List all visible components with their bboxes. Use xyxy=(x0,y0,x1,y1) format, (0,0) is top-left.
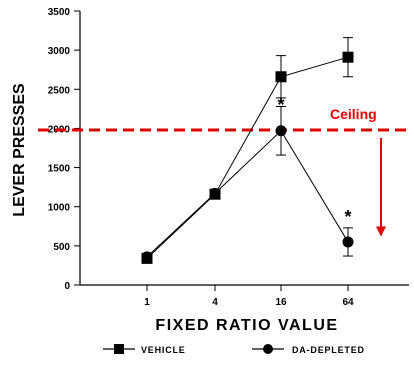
legend-label: VEHICLE xyxy=(141,345,186,355)
y-tick-label: 3500 xyxy=(48,7,71,18)
series-da-depleted xyxy=(141,106,354,263)
x-ticks: 1 4 16 64 xyxy=(144,285,354,308)
annotations: ** xyxy=(277,95,351,227)
series-vehicle xyxy=(141,37,354,264)
x-tick-label: 1 xyxy=(144,297,150,308)
y-tick-label: 1000 xyxy=(48,203,71,214)
x-axis-label: FIXED RATIO VALUE xyxy=(155,317,338,334)
ceiling-label: Ceiling xyxy=(330,106,377,122)
ceiling-arrow-head xyxy=(376,226,386,237)
legend-marker xyxy=(263,344,273,354)
x-tick-label: 64 xyxy=(342,297,354,308)
legend-item-da-depleted: DA-DEPLETED xyxy=(252,344,365,355)
y-tick-label: 0 xyxy=(64,281,70,292)
data-point xyxy=(275,125,287,137)
y-tick-label: 500 xyxy=(53,242,70,253)
axes xyxy=(79,11,409,286)
legend-marker xyxy=(114,344,124,354)
y-tick-label: 2500 xyxy=(48,85,71,96)
significance-asterisk: * xyxy=(344,207,351,227)
ceiling: Ceiling xyxy=(38,106,410,237)
y-tick-label: 3000 xyxy=(48,46,71,57)
x-tick-label: 16 xyxy=(275,297,287,308)
x-tick-label: 4 xyxy=(212,297,218,308)
legend: VEHICLE DA-DEPLETED xyxy=(103,344,365,355)
significance-asterisk: * xyxy=(277,95,284,115)
legend-item-vehicle: VEHICLE xyxy=(103,344,186,355)
data-point xyxy=(275,71,287,83)
series xyxy=(141,37,354,264)
data-point xyxy=(342,236,354,248)
y-axis-label: LEVER PRESSES xyxy=(11,83,28,217)
series-line xyxy=(146,56,349,259)
y-tick-label: 1500 xyxy=(48,164,71,175)
series-line xyxy=(146,129,349,258)
data-point xyxy=(141,251,153,263)
y-ticks: 0500100015002000250030003500 xyxy=(48,7,80,292)
data-point xyxy=(209,187,221,199)
legend-label: DA-DEPLETED xyxy=(292,345,365,355)
data-point xyxy=(342,51,354,63)
